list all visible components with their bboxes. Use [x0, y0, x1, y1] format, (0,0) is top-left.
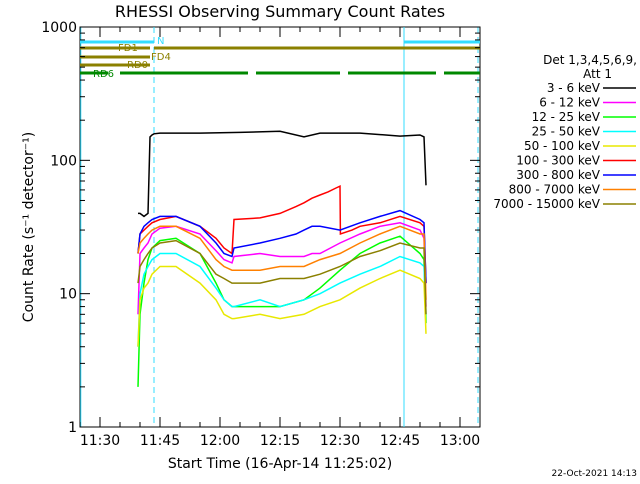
series-line [137, 239, 427, 315]
y-tick-label: 1 [68, 420, 77, 436]
y-axis-label: Count Rate (s⁻¹ detector⁻¹) [21, 132, 37, 322]
legend-header-line-1: Det 1,3,4,5,6,9, [543, 53, 637, 67]
chart-title: RHESSI Observing Summary Count Rates [115, 2, 445, 21]
x-tick-label: 12:15 [260, 433, 300, 449]
series-lines [137, 130, 427, 387]
x-tick-label: 11:30 [80, 433, 120, 449]
timestamp: 22-Oct-2021 14:13 [552, 469, 637, 479]
series-line [137, 222, 427, 315]
x-tick-label: 12:30 [320, 433, 360, 449]
y-tick-label: 100 [50, 153, 77, 169]
legend-label: 25 - 50 keV [532, 125, 601, 139]
series-line [137, 185, 427, 284]
legend-label: 3 - 6 keV [547, 81, 601, 95]
x-tick-label: 13:00 [440, 433, 480, 449]
series-line [137, 252, 427, 347]
flag-bar-label: RD0 [127, 60, 148, 71]
y-tick-label: 10 [59, 287, 77, 303]
series-line [138, 130, 427, 218]
flag-bar-label: N [157, 36, 164, 47]
flag-bar-label: FD1 [118, 43, 138, 54]
x-tick-label: 12:45 [380, 433, 420, 449]
y-tick-label: 1000 [41, 20, 77, 36]
legend-label: 12 - 25 keV [532, 110, 601, 124]
x-tick-label: 12:00 [200, 433, 240, 449]
legend-label: 7000 - 15000 keV [493, 197, 600, 211]
flag-bar-label: RD6 [93, 69, 114, 80]
legend-label: 6 - 12 keV [539, 96, 601, 110]
legend-label: 100 - 300 keV [516, 154, 600, 168]
series-line [137, 209, 427, 284]
y-axis-ticks: 1 10 100 1000 [41, 20, 480, 436]
legend-label: 800 - 7000 keV [509, 183, 601, 197]
series-line [137, 225, 427, 300]
series-line [137, 265, 427, 347]
vertical-markers [80, 27, 479, 427]
flag-bar-label: FD4 [151, 52, 171, 63]
x-tick-label: 11:45 [140, 433, 180, 449]
x-axis-ticks: 11:30 11:45 12:00 12:15 12:30 12:45 13:00 [79, 27, 481, 449]
legend-label: 300 - 800 keV [516, 168, 600, 182]
legend-header-line-2: Att 1 [583, 67, 612, 81]
x-axis-label: Start Time (16-Apr-14 11:25:02) [168, 456, 392, 472]
legend-label: 50 - 100 keV [524, 139, 601, 153]
